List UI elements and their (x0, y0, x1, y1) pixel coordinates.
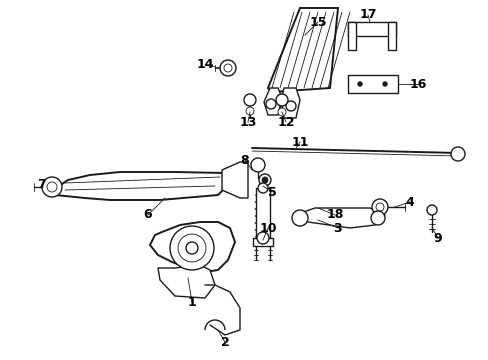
Circle shape (291, 210, 307, 226)
Circle shape (178, 234, 205, 262)
Circle shape (257, 232, 268, 244)
Text: 4: 4 (405, 195, 413, 208)
Polygon shape (280, 88, 299, 118)
Circle shape (278, 108, 285, 116)
Polygon shape (294, 208, 384, 228)
Circle shape (258, 183, 267, 193)
Polygon shape (267, 8, 337, 92)
Circle shape (275, 94, 287, 106)
Text: 17: 17 (359, 9, 376, 22)
Circle shape (220, 60, 236, 76)
Circle shape (357, 82, 361, 86)
Text: 8: 8 (240, 153, 249, 166)
Bar (347, 22, 395, 36)
Circle shape (285, 101, 295, 111)
Polygon shape (50, 172, 229, 200)
Circle shape (265, 99, 275, 109)
Text: 15: 15 (308, 15, 326, 28)
Polygon shape (158, 265, 215, 298)
Text: 5: 5 (267, 185, 276, 198)
Bar (347, 75, 397, 93)
Circle shape (450, 147, 464, 161)
Circle shape (244, 94, 256, 106)
Circle shape (426, 205, 436, 215)
Circle shape (42, 177, 62, 197)
Circle shape (170, 226, 214, 270)
Bar (252, 238, 272, 246)
Text: 7: 7 (38, 179, 46, 192)
Text: 9: 9 (433, 231, 442, 244)
Bar (347, 22, 355, 50)
Circle shape (371, 199, 387, 215)
Bar (256, 188, 269, 238)
Text: 3: 3 (333, 221, 342, 234)
Text: 2: 2 (220, 336, 229, 348)
Text: 18: 18 (325, 208, 343, 221)
Text: 14: 14 (196, 58, 213, 72)
Text: 6: 6 (143, 208, 152, 221)
Circle shape (382, 82, 386, 86)
Text: 12: 12 (277, 116, 294, 129)
Circle shape (259, 174, 270, 186)
Bar (387, 22, 395, 50)
Text: 11: 11 (291, 135, 308, 148)
Circle shape (250, 158, 264, 172)
Text: 13: 13 (239, 116, 256, 129)
Circle shape (375, 203, 383, 211)
Circle shape (185, 242, 198, 254)
Circle shape (245, 107, 253, 115)
Circle shape (47, 182, 57, 192)
Circle shape (262, 177, 267, 183)
Text: 16: 16 (408, 77, 426, 90)
Circle shape (224, 64, 231, 72)
Polygon shape (264, 88, 282, 115)
Text: 1: 1 (187, 296, 196, 309)
Circle shape (370, 211, 384, 225)
Text: 10: 10 (259, 221, 276, 234)
Polygon shape (222, 162, 247, 198)
Polygon shape (150, 222, 235, 272)
